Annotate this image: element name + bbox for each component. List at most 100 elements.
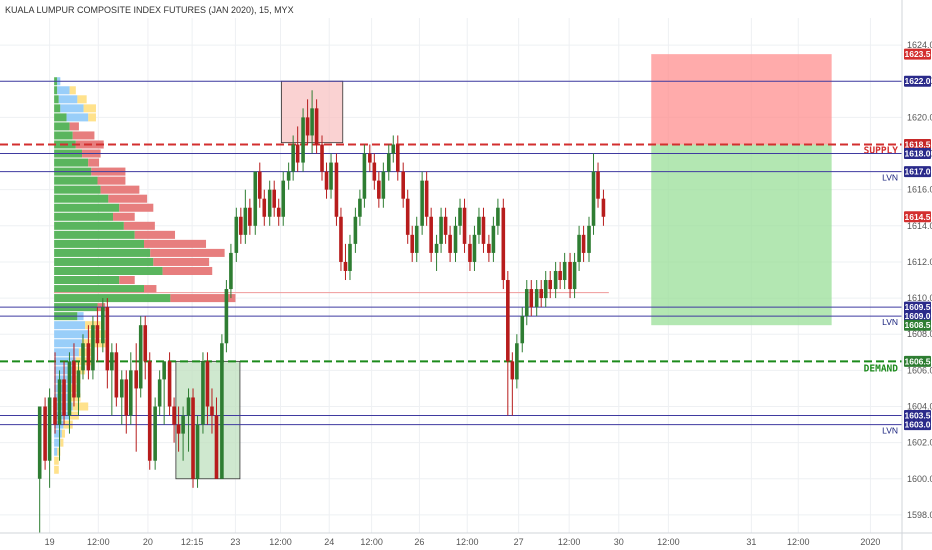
candle-body (410, 234, 415, 253)
candle-body (262, 198, 267, 217)
candle-body (167, 361, 172, 407)
candle-body (448, 234, 452, 253)
volume-profile-bar (54, 176, 98, 185)
candle-body (314, 108, 319, 145)
volume-profile-bar (162, 266, 213, 275)
y-tick-label: 1600.0 (907, 474, 932, 484)
x-tick-label: 12:00 (787, 537, 810, 547)
y-tick-label: 1598.0 (907, 510, 932, 520)
candle-body (43, 406, 47, 461)
candle-body (234, 216, 239, 253)
candle-body (506, 280, 510, 362)
candle-body (201, 361, 205, 425)
candle-body (343, 261, 348, 271)
candle-body (157, 379, 162, 407)
candle-body (310, 108, 314, 136)
candle-body (414, 225, 419, 253)
candle-body (334, 162, 339, 217)
candle-body (214, 415, 219, 479)
candle-body (429, 216, 433, 253)
candle-body (534, 289, 539, 308)
price-badge (904, 75, 931, 87)
volume-profile-bar (54, 95, 59, 104)
x-tick-label: 12:00 (657, 537, 680, 547)
candle-body (362, 153, 367, 199)
candle-body (81, 343, 85, 371)
candle-body (286, 171, 291, 181)
candle-body (253, 171, 258, 226)
x-tick-label: 12:15 (181, 537, 204, 547)
take-profit-zone (651, 144, 832, 326)
candle-body (305, 117, 310, 136)
candle-body (86, 343, 91, 371)
volume-profile-bar (54, 321, 86, 330)
volume-profile (54, 77, 236, 474)
candle-body (162, 361, 166, 380)
candle-body (501, 207, 506, 281)
volume-profile-bar (54, 194, 109, 203)
candle-body (210, 406, 214, 416)
candle-body (76, 370, 81, 398)
candle-body (53, 397, 57, 425)
volume-profile-bar (134, 230, 176, 239)
volume-profile-bar (54, 158, 89, 167)
chart-title: KUALA LUMPUR COMPOSITE INDEX FUTURES (JA… (5, 5, 294, 15)
candle-body (134, 370, 139, 389)
candle-body (543, 280, 548, 299)
y-tick-label: 1606.0 (907, 365, 932, 375)
volume-profile-bar (78, 348, 92, 357)
price-badge-label: 1608.5 (905, 320, 931, 330)
candle-body (172, 406, 176, 425)
candle-body (405, 198, 410, 235)
lvn-label: LVN (882, 426, 898, 436)
volume-profile-bar (119, 203, 154, 212)
price-badge (904, 355, 931, 367)
candle-body (47, 397, 52, 461)
candle-body (596, 171, 600, 199)
price-badge-label: 1614.5 (905, 212, 931, 222)
price-badge-label: 1622.0 (905, 76, 931, 86)
candle-body (72, 361, 76, 398)
volume-profile-bar (54, 348, 79, 357)
volume-profile-bar (100, 185, 140, 194)
candle-body (587, 225, 591, 253)
candle-body (272, 189, 277, 208)
candles (37, 90, 606, 533)
candle-body (138, 325, 143, 389)
candle-body (37, 406, 42, 479)
candle-body (124, 379, 129, 416)
candle-body (95, 325, 100, 344)
x-tick-label: 26 (414, 537, 424, 547)
candle-body (153, 406, 157, 461)
volume-profile-bar (54, 131, 73, 140)
volume-profile-bar (119, 276, 135, 285)
volume-profile-bar (97, 176, 126, 185)
volume-profile-bar (60, 438, 64, 447)
candle-body (243, 207, 248, 235)
price-badge (904, 48, 931, 60)
candle-body (439, 216, 443, 244)
candle-body (468, 243, 472, 262)
y-tick-label: 1616.0 (907, 185, 932, 195)
candle-body (491, 225, 496, 253)
x-tick-label: 12:00 (360, 537, 383, 547)
candle-body (320, 144, 324, 172)
candle-body (57, 379, 62, 425)
volume-profile-bar (54, 104, 61, 113)
candle-body (62, 379, 66, 416)
candle-body (381, 171, 386, 199)
candle-body (529, 289, 534, 308)
candle-body (520, 316, 525, 344)
price-badge (904, 310, 931, 322)
candle-body (229, 252, 233, 290)
volume-profile-bar (88, 113, 96, 122)
price-badge-label: 1618.0 (905, 149, 931, 159)
x-tick-label: 30 (614, 537, 624, 547)
candle-body (67, 361, 72, 416)
volume-profile-bar (66, 113, 89, 122)
candle-body (368, 153, 372, 163)
volume-profile-bar (54, 113, 67, 122)
candle-body (291, 144, 295, 172)
candle-body (572, 261, 577, 290)
